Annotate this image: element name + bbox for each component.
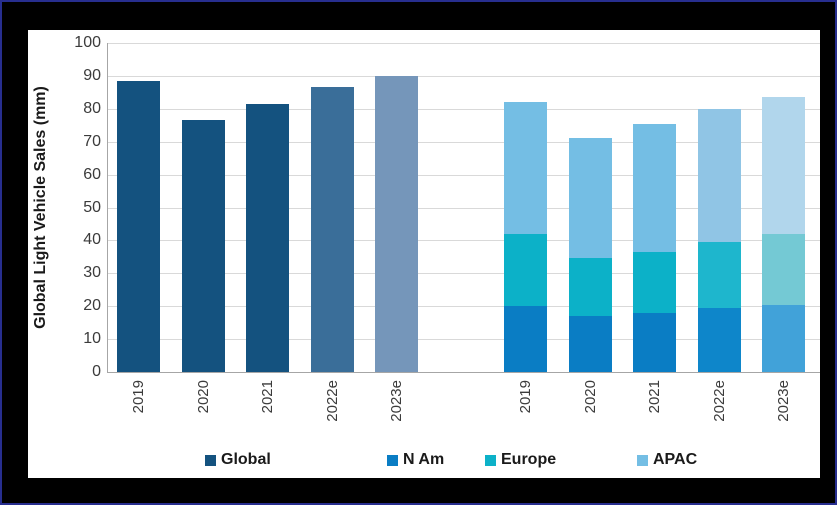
x-axis-tick-label: 2019 bbox=[130, 380, 147, 414]
legend-item-global: Global bbox=[205, 452, 271, 468]
bar-segment-europe bbox=[633, 252, 676, 313]
bar-segment-apac bbox=[569, 138, 612, 258]
chart-panel: Global Light Vehicle Sales (mm) 0 10 20 30 4… bbox=[28, 30, 820, 478]
x-axis-line bbox=[107, 372, 820, 373]
legend-swatch-icon bbox=[387, 454, 398, 466]
y-gridline bbox=[107, 240, 820, 241]
y-gridline bbox=[107, 339, 820, 340]
x-axis-tick-label: 2023e bbox=[775, 380, 792, 422]
bar-segment-apac bbox=[633, 124, 676, 252]
legend-item-apac: APAC bbox=[637, 452, 697, 468]
bar-segment-global bbox=[117, 81, 160, 372]
bar-segment-europe bbox=[698, 242, 741, 308]
y-gridline bbox=[107, 273, 820, 274]
x-axis-tick-label: 2021 bbox=[646, 380, 663, 414]
bar-segment-global bbox=[375, 76, 418, 372]
legend-swatch-icon bbox=[205, 454, 216, 466]
x-axis-tick-label: 2022e bbox=[324, 380, 341, 422]
y-gridline bbox=[107, 306, 820, 307]
y-gridline bbox=[107, 109, 820, 110]
x-axis-tick-label: 2020 bbox=[195, 380, 212, 414]
y-axis-title: Global Light Vehicle Sales (mm) bbox=[32, 86, 49, 329]
bar-segment-n-am bbox=[762, 305, 805, 372]
bar-segment-europe bbox=[569, 258, 612, 316]
bar-segment-europe bbox=[762, 234, 805, 305]
x-axis-tick-label: 2023e bbox=[388, 380, 405, 422]
y-gridline bbox=[107, 76, 820, 77]
legend-label: Global bbox=[221, 451, 271, 468]
y-axis-tick-label: 20 bbox=[83, 297, 101, 314]
y-axis-tick-label: 60 bbox=[83, 166, 101, 183]
y-axis-tick-label: 40 bbox=[83, 231, 101, 248]
bar-segment-n-am bbox=[569, 316, 612, 372]
bar-segment-apac bbox=[504, 102, 547, 234]
y-axis-tick-label: 0 bbox=[92, 363, 101, 380]
legend-item-n-am: N Am bbox=[387, 452, 444, 468]
bar-segment-n-am bbox=[633, 313, 676, 372]
y-axis-tick-label: 90 bbox=[83, 67, 101, 84]
bar-segment-n-am bbox=[698, 308, 741, 372]
legend-swatch-icon bbox=[637, 454, 648, 466]
bar-segment-europe bbox=[504, 234, 547, 306]
bar-segment-global bbox=[311, 87, 354, 372]
x-axis-tick-label: 2020 bbox=[582, 380, 599, 414]
legend-label: Europe bbox=[501, 451, 557, 468]
x-axis-tick-label: 2021 bbox=[259, 380, 276, 414]
y-gridline bbox=[107, 175, 820, 176]
y-axis-tick-label: 100 bbox=[74, 34, 101, 51]
y-axis-tick-label: 80 bbox=[83, 100, 101, 117]
legend-label: APAC bbox=[653, 451, 698, 468]
x-axis-tick-label: 2019 bbox=[517, 380, 534, 414]
y-axis-line bbox=[107, 43, 108, 373]
y-axis-tick-label: 70 bbox=[83, 133, 101, 150]
bar-segment-global bbox=[182, 120, 225, 372]
y-axis-tick-label: 10 bbox=[83, 330, 101, 347]
bar-segment-global bbox=[246, 104, 289, 372]
y-gridline bbox=[107, 43, 820, 44]
legend-item-europe: Europe bbox=[485, 452, 556, 468]
bar-segment-apac bbox=[762, 97, 805, 234]
legend-swatch-icon bbox=[485, 454, 496, 466]
legend-label: N Am bbox=[403, 451, 445, 468]
bar-segment-apac bbox=[698, 109, 741, 242]
x-axis-tick-label: 2022e bbox=[711, 380, 728, 422]
y-axis-tick-label: 50 bbox=[83, 199, 101, 216]
y-gridline bbox=[107, 142, 820, 143]
bar-segment-n-am bbox=[504, 306, 547, 372]
y-gridline bbox=[107, 208, 820, 209]
y-axis-tick-label: 30 bbox=[83, 264, 101, 281]
